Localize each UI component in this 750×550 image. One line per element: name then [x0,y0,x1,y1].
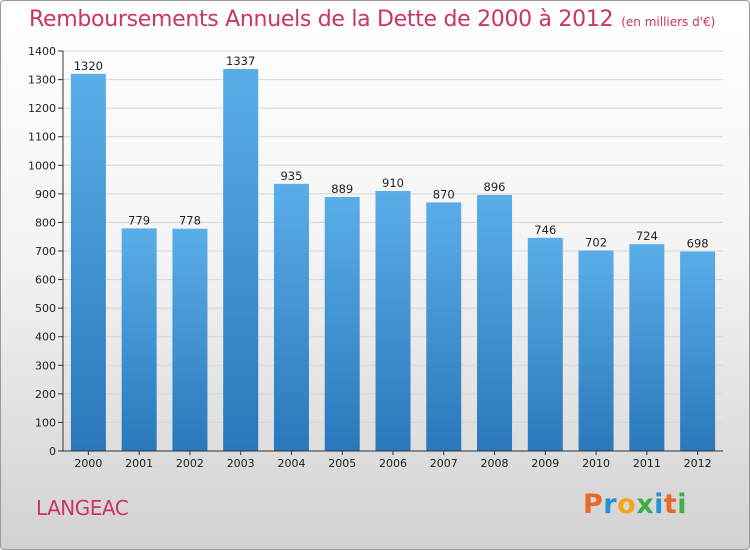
value-label-2006: 910 [382,176,404,190]
value-label-2001: 779 [128,213,150,227]
x-tick-label-2006: 2006 [379,457,407,470]
logo-letter: t [663,489,678,520]
y-tick-label: 1300 [28,74,56,87]
proxiti-logo: Proxiti [583,489,687,520]
chart-subtitle: (en milliers d'€) [621,15,716,29]
value-label-2009: 746 [534,223,556,237]
bar-2012 [680,251,716,451]
bars: 1320 779 778 1337 935 889 910 870 896 746 702 724 69… [70,54,716,451]
x-tick-label-2007: 2007 [430,457,458,470]
y-tick-label: 300 [35,359,56,372]
logo-letter: x [636,489,655,520]
value-label-2000: 1320 [74,59,103,73]
y-tick-label: 700 [35,245,56,258]
bar-2007 [426,202,462,451]
bar-2002 [172,228,208,451]
bar-2006 [375,191,411,451]
y-tick-label: 1400 [28,45,56,58]
y-tick-label: 1200 [28,102,56,115]
value-label-2004: 935 [280,169,302,183]
bar-2011 [629,244,665,451]
bar-2003 [223,69,259,451]
bar-2009 [527,237,563,451]
logo-letter: o [617,489,637,520]
bar-2005 [324,197,360,451]
x-tick-label-2004: 2004 [277,457,305,470]
value-label-2005: 889 [331,182,353,196]
bar-2000 [70,73,106,451]
bar-2001 [121,228,157,451]
axes: 0 100 200 300 400 500 600 700 800 900 1000 1100 1200… [28,45,723,470]
value-label-2008: 896 [484,180,506,194]
bar-2004 [273,183,309,451]
logo-letter: P [583,489,604,520]
x-tick-label-2003: 2003 [227,457,255,470]
value-label-2011: 724 [636,229,658,243]
x-tick-label-2002: 2002 [176,457,204,470]
x-tick-label-2001: 2001 [125,457,153,470]
bar-2008 [477,195,513,451]
location-label: LANGEAC [36,496,129,520]
y-tick-label: 400 [35,331,56,344]
x-tick-label-2008: 2008 [481,457,509,470]
x-tick-label-2011: 2011 [633,457,661,470]
chart-title: Remboursements Annuels de la Dette de 20… [29,7,716,32]
x-tick-label-2000: 2000 [74,457,102,470]
logo-letter: i [654,489,664,520]
y-tick-label: 100 [35,416,56,429]
x-tick-label-2005: 2005 [328,457,356,470]
x-tick-label-2009: 2009 [531,457,559,470]
y-tick-label: 1000 [28,159,56,172]
value-label-2007: 870 [433,187,455,201]
y-tick-label: 500 [35,302,56,315]
value-label-2002: 778 [179,214,201,228]
logo-letter: r [603,489,618,520]
x-tick-label-2012: 2012 [684,457,712,470]
value-label-2010: 702 [585,235,607,249]
value-label-2012: 698 [687,237,709,251]
y-tick-label: 600 [35,274,56,287]
y-tick-label: 1100 [28,131,56,144]
y-tick-label: 800 [35,216,56,229]
y-tick-label: 900 [35,188,56,201]
value-label-2003: 1337 [226,54,255,68]
y-tick-label: 200 [35,388,56,401]
y-tick-label: 0 [49,445,56,458]
logo-letter: i [677,489,688,520]
bar-2010 [578,250,614,451]
x-tick-label-2010: 2010 [582,457,610,470]
